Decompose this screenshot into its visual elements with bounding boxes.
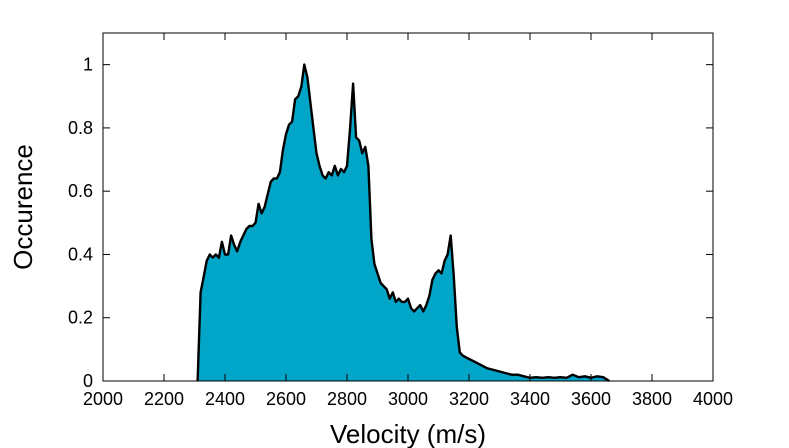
y-tick-label: 0.8	[68, 118, 93, 138]
x-tick-label: 2800	[327, 389, 367, 409]
x-tick-label: 2000	[83, 389, 123, 409]
y-tick-label: 0.6	[68, 181, 93, 201]
x-tick-label: 3200	[449, 389, 489, 409]
x-tick-label: 3400	[510, 389, 550, 409]
area-fill	[197, 64, 610, 381]
x-tick-label: 2400	[205, 389, 245, 409]
y-tick-label: 0.4	[68, 244, 93, 264]
y-axis: 0 0.2 0.4 0.6 0.8 1	[68, 55, 713, 391]
y-tick-label: 0.2	[68, 308, 93, 328]
x-tick-label: 3600	[571, 389, 611, 409]
y-axis-title: Occurence	[8, 144, 38, 270]
x-axis-title: Velocity (m/s)	[330, 419, 486, 448]
plot-area	[196, 63, 610, 383]
x-tick-label: 3800	[632, 389, 672, 409]
x-tick-label: 2200	[144, 389, 184, 409]
y-tick-label: 1	[83, 55, 93, 75]
y-tick-label: 0	[83, 371, 93, 391]
x-axis: 2000 2200 2400 2600 2800 3000 3200 3400 3600 3800…	[83, 33, 733, 409]
x-tick-label: 4000	[693, 389, 733, 409]
area-line	[196, 63, 610, 383]
x-tick-label: 3000	[388, 389, 428, 409]
x-tick-label: 2600	[266, 389, 306, 409]
